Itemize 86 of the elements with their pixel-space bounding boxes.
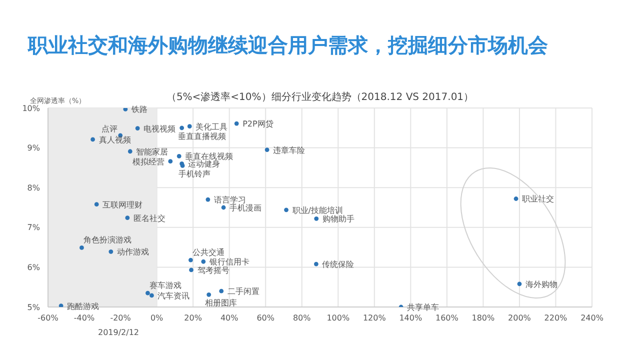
point xyxy=(128,149,132,154)
data-label: 相册图库 xyxy=(204,298,237,308)
x-tick-label: 160% xyxy=(435,314,459,323)
point xyxy=(264,148,270,152)
point xyxy=(234,121,239,126)
data-label: 手机漫画 xyxy=(230,204,262,212)
point xyxy=(314,216,319,221)
x-tick-label: 40% xyxy=(220,314,239,323)
data-label: 电视视频 xyxy=(144,124,176,134)
x-tick-label: 140% xyxy=(399,314,422,323)
point xyxy=(94,202,99,207)
x-tick-label: 60% xyxy=(256,314,275,323)
x-tick-label: 100% xyxy=(326,314,350,323)
data-label: 垂直在线视频 xyxy=(185,152,234,162)
point xyxy=(180,126,184,130)
x-tick-label: -40% xyxy=(74,314,95,323)
point xyxy=(221,205,226,210)
x-tick-label: 120% xyxy=(362,314,386,323)
y-tick-label: 6% xyxy=(27,263,40,272)
point xyxy=(135,126,140,130)
x-tick-label: 220% xyxy=(544,314,568,323)
data-label: 银行信用卡 xyxy=(208,258,250,267)
data-label: 语言学习 xyxy=(214,196,246,205)
data-label: 公共交通 xyxy=(192,248,225,258)
point xyxy=(206,292,212,297)
point xyxy=(108,249,114,254)
data-label: 运动健身 xyxy=(188,160,220,169)
point xyxy=(514,196,518,201)
data-label: 二手闲置 xyxy=(227,287,260,296)
chart-title: 职业社交和海外购物继续迎合用户需求，挖掘细分市场机会 xyxy=(28,32,548,59)
point xyxy=(123,108,128,112)
y-tick-label: 7% xyxy=(27,223,40,232)
y-tick-label: 9% xyxy=(27,144,40,153)
point xyxy=(201,259,206,264)
data-label: 点评 xyxy=(101,124,118,134)
data-label: 模拟经营 xyxy=(132,157,164,166)
data-label: 手机铃声 xyxy=(178,170,211,179)
data-label: 跑酷游戏 xyxy=(67,302,100,311)
x-tick-label: -60% xyxy=(38,314,59,323)
data-label: 传统保险 xyxy=(322,260,354,270)
point xyxy=(176,154,182,158)
x-tick-label: 200% xyxy=(508,314,532,323)
x-tick-label: 80% xyxy=(292,314,312,323)
data-label: 驾考摇号 xyxy=(197,266,230,275)
point xyxy=(150,293,154,298)
x-tick-label: 0% xyxy=(150,314,164,323)
text: 2019/2/12 xyxy=(98,328,140,337)
data-label: 购物助手 xyxy=(322,214,354,224)
data-label: 海外购物 xyxy=(525,280,558,289)
data-label: 共享单车 xyxy=(407,303,440,312)
data-label: 动作游戏 xyxy=(116,248,149,257)
point xyxy=(517,282,522,286)
x-tick-label: 240% xyxy=(580,314,604,323)
data-label: 美化工具 xyxy=(196,122,228,132)
data-label: 汽车资讯 xyxy=(158,291,190,300)
data-label: 垂直直播视频 xyxy=(178,132,226,141)
point xyxy=(187,124,192,129)
point xyxy=(90,137,95,142)
point xyxy=(80,246,84,250)
y-tick-label: 10% xyxy=(22,104,40,113)
point xyxy=(146,290,150,296)
point xyxy=(314,262,318,266)
data-label: 智能家居 xyxy=(136,147,168,156)
x-tick-label: 180% xyxy=(472,314,496,323)
y-tick-label: 8% xyxy=(27,183,40,192)
data-label: 匿名社交 xyxy=(133,214,166,223)
y-tick-label: 5% xyxy=(27,302,40,312)
point xyxy=(284,208,288,212)
point xyxy=(219,288,224,294)
data-label: P2P网贷 xyxy=(242,120,274,129)
data-label: 违章车险 xyxy=(273,146,306,155)
point xyxy=(125,216,130,220)
point xyxy=(168,159,173,164)
point xyxy=(188,258,193,262)
data-label: 角色扮演游戏 xyxy=(84,236,132,245)
data-label: 互联网理财 xyxy=(102,200,143,210)
data-label: 赛车游戏 xyxy=(150,281,182,290)
data-label: 真人视频 xyxy=(98,135,131,144)
point xyxy=(58,304,64,307)
x-tick-label: -20% xyxy=(110,314,132,323)
data-label: 职业/技能培训 xyxy=(292,206,343,215)
chart-subtitle: （5%<渗透率<10%）细分行业变化趋势（2018.12 VS 2017.01） xyxy=(166,92,474,103)
point xyxy=(206,197,210,202)
point xyxy=(189,268,194,272)
x-tick-label: 20% xyxy=(184,314,202,323)
data-label: 铁路 xyxy=(130,105,148,114)
